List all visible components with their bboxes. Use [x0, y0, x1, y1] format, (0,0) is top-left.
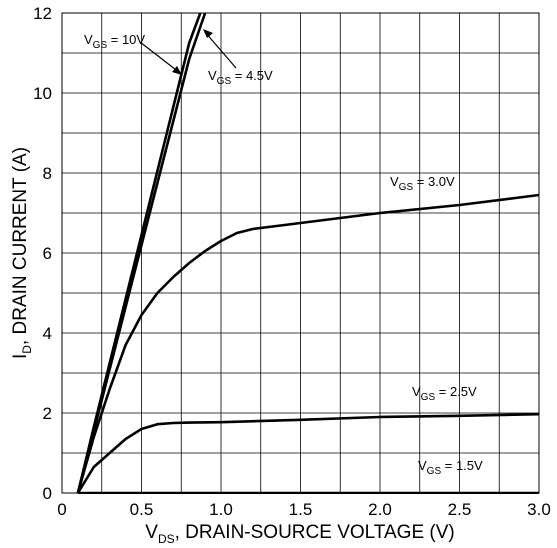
- y-tick-label: 12: [33, 4, 52, 23]
- y-tick-labels: 0 2 4 6 8 10 12: [33, 4, 52, 503]
- x-axis-title: VDS, DRAIN-SOURCE VOLTAGE (V): [145, 522, 454, 546]
- series-line-vgs-4-5v: [76, 12, 207, 494]
- annotation-arrows: [139, 29, 237, 75]
- y-tick-label: 8: [43, 164, 52, 183]
- annotation-vgs-10v: VGS = 10V: [84, 32, 145, 51]
- arrowhead-4-5v: [203, 29, 213, 38]
- annotation-vgs-2-5v: VGS = 2.5V: [412, 384, 477, 403]
- x-tick-label: 1.0: [209, 500, 233, 519]
- y-tick-label: 6: [43, 244, 52, 263]
- annotation-vgs-4-5v: VGS = 4.5V: [208, 68, 273, 87]
- annotation-vgs-1-5v: VGS = 1.5V: [418, 458, 483, 477]
- y-tick-label: 4: [43, 324, 52, 343]
- grid-lines: [62, 13, 539, 493]
- x-tick-label: 0.5: [130, 500, 154, 519]
- y-tick-label: 2: [43, 404, 52, 423]
- arrow-4-5v: [204, 31, 237, 69]
- y-tick-label: 0: [43, 484, 52, 503]
- y-axis-title: ID, DRAIN CURRENT (A): [10, 147, 34, 359]
- x-tick-label: 1.5: [289, 500, 313, 519]
- series-line-vgs-3-0v: [76, 193, 539, 494]
- annotation-vgs-3-0v: VGS = 3.0V: [390, 174, 455, 193]
- x-tick-label: 3.0: [527, 500, 551, 519]
- x-tick-label: 0: [57, 500, 66, 519]
- x-tick-label: 2.5: [448, 500, 472, 519]
- series-lines: [76, 12, 539, 494]
- arrowhead-10v: [172, 66, 182, 75]
- y-tick-label: 10: [33, 84, 52, 103]
- x-tick-label: 2.0: [368, 500, 392, 519]
- arrow-10v: [139, 41, 181, 74]
- series-line-vgs-2-5v: [76, 412, 539, 494]
- x-tick-labels: 0 0.5 1.0 1.5 2.0 2.5 3.0: [57, 500, 551, 519]
